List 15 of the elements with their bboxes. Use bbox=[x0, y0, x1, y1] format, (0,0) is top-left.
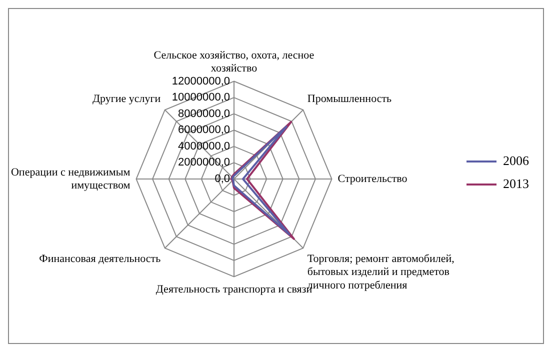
legend-label: 2006 bbox=[503, 152, 530, 168]
y-tick-label: 6000000,0 bbox=[178, 124, 230, 136]
spoke-label: Финансовая деятельность bbox=[39, 252, 161, 265]
y-tick-label: 2000000,0 bbox=[178, 156, 230, 169]
spoke-label: Сельское хозяйство, охота, лесное хозяйство bbox=[154, 49, 314, 75]
y-tick-label: 12000000,0 bbox=[172, 75, 230, 88]
spoke-label: Операции с недвижимым имуществом bbox=[10, 166, 130, 192]
spoke-label: Промышленность bbox=[307, 92, 392, 105]
y-tick-label: 0,0 bbox=[214, 173, 230, 186]
y-tick-label: 4000000,0 bbox=[178, 140, 230, 152]
spoke-label: Строительство bbox=[338, 172, 408, 185]
y-tick-label: 10000000,0 bbox=[172, 92, 230, 104]
legend-label: 2013 bbox=[503, 176, 529, 191]
y-tick-label: 8000000,0 bbox=[178, 108, 230, 120]
spoke-label: Другие услуги bbox=[92, 92, 161, 105]
